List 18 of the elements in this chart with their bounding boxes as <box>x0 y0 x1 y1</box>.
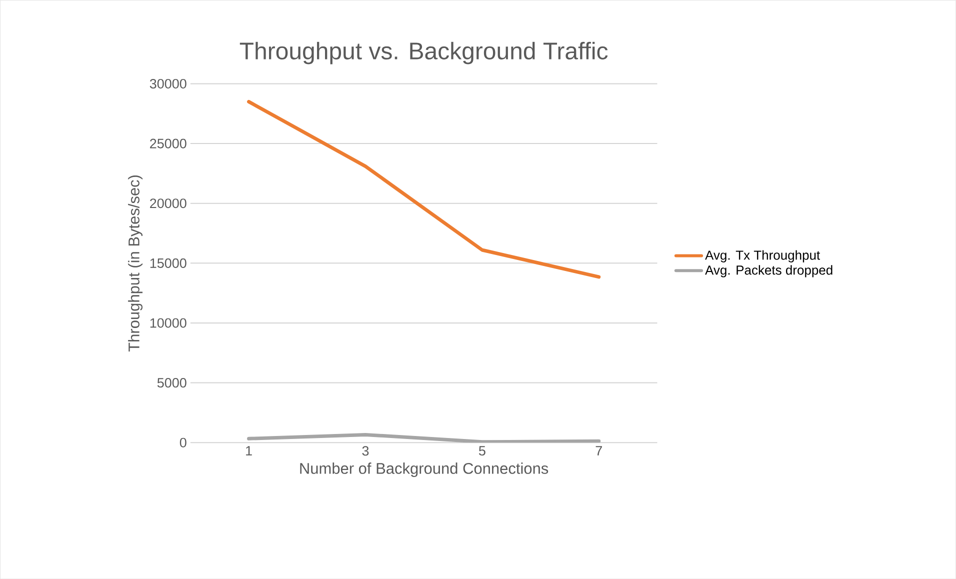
y-tick-label: 5000 <box>157 378 186 388</box>
x-tick-label: 7 <box>596 446 602 456</box>
x-tick-label: 3 <box>362 446 369 456</box>
y-tick-label: 0 <box>180 438 186 448</box>
y-tick-label: 20000 <box>150 198 186 208</box>
x-tick-label: 1 <box>246 446 252 456</box>
y-tick-label: 30000 <box>150 78 186 88</box>
y-tick-label: 15000 <box>150 258 186 268</box>
y-tick-label: 10000 <box>150 318 186 328</box>
y-tick-label: 25000 <box>150 138 186 148</box>
legend-label: Avg. Tx Throughput <box>705 250 820 262</box>
chart-title: Throughput vs. Background Traffic <box>240 42 608 64</box>
line-series <box>247 432 601 443</box>
x-tick-label: 5 <box>478 446 486 456</box>
legend-label: Avg. Packets dropped <box>705 265 832 278</box>
x-axis-title: Number of Background Connections <box>300 462 548 477</box>
y-axis-title: Throughput (in Bytes/sec) <box>128 175 143 352</box>
line-series <box>247 100 601 279</box>
